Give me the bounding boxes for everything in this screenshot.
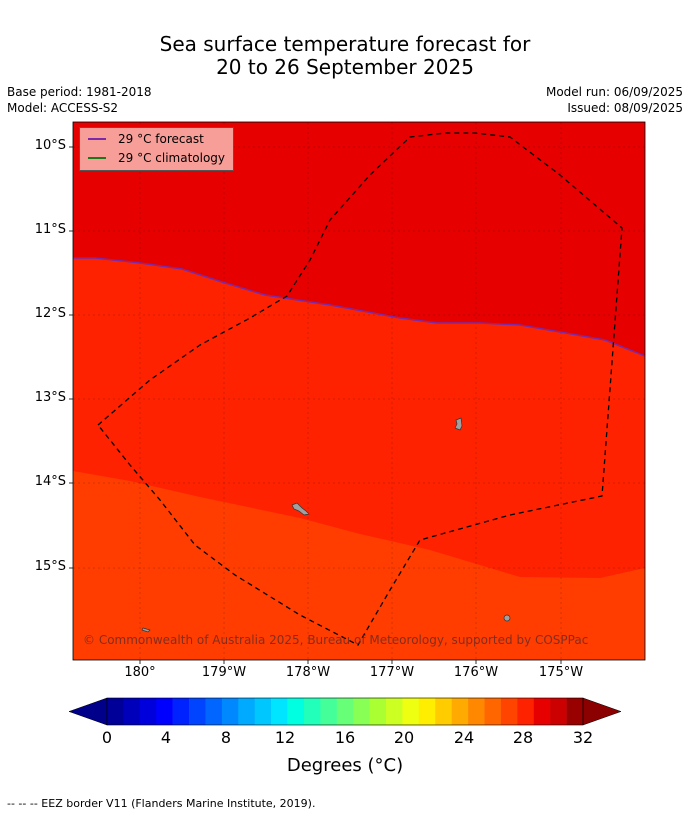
colorbar-bin — [205, 698, 223, 725]
colorbar-bin — [566, 698, 584, 725]
colorbar-outline — [106, 697, 584, 726]
colorbar-bin — [189, 698, 206, 725]
colorbar-bin — [418, 698, 436, 725]
colorbar-bin — [254, 698, 272, 725]
island-south-west — [141, 627, 151, 633]
lon-label: 180° — [124, 665, 156, 680]
colorbar-bin — [172, 698, 190, 725]
lat-label: 12°S — [34, 306, 66, 321]
lon-label: 177°W — [369, 665, 415, 680]
colorbar-bin — [271, 698, 288, 725]
colorbar-bin — [336, 698, 354, 725]
axis-ticks — [69, 146, 562, 664]
island-central — [291, 502, 310, 516]
colorbar-tick: 8 — [220, 728, 232, 747]
issued-date: Issued: 08/09/2025 — [567, 101, 683, 115]
colorbar-bin — [123, 698, 141, 725]
colorbar-high-extension — [582, 697, 622, 726]
colorbar-bin — [517, 698, 535, 725]
colorbar-bin — [107, 698, 124, 725]
lon-label: 179°W — [201, 665, 247, 680]
legend-climatology-label: 29 °C climatology — [118, 151, 226, 165]
base-period: Base period: 1981-2018 — [7, 85, 152, 99]
colorbar-label: Degrees (°C) — [286, 755, 404, 776]
eez-footnote: -- -- -- EEZ border V11 (Flanders Marine… — [7, 797, 316, 810]
zone-28-30 — [73, 258, 645, 578]
forecast-isotherm — [73, 257, 645, 357]
title-line-2: 20 to 26 September 2025 — [216, 55, 474, 79]
island-south-east — [503, 614, 511, 622]
colorbar-tick: 20 — [393, 728, 415, 747]
colorbar-tick: 28 — [512, 728, 534, 747]
lat-label: 10°S — [34, 138, 66, 153]
colorbar-bin — [320, 698, 338, 725]
colorbar-bin — [221, 698, 239, 725]
lat-label: 11°S — [34, 222, 66, 237]
colorbar — [68, 697, 622, 726]
colorbar-bin — [386, 698, 403, 725]
map-legend: 29 °C forecast 29 °C climatology — [79, 127, 234, 171]
colorbar-bin — [402, 698, 420, 725]
lat-label: 13°S — [34, 390, 66, 405]
climatology-swatch — [88, 157, 106, 159]
colorbar-bin — [156, 698, 173, 725]
colorbar-bin — [550, 698, 567, 725]
colorbar-tick: 32 — [572, 728, 594, 747]
colorbar-tick: 0 — [101, 728, 113, 747]
colorbar-low-extension — [68, 697, 108, 726]
map-frame — [72, 121, 646, 661]
colorbar-bin — [533, 698, 551, 725]
colorbar-bin — [353, 698, 370, 725]
lon-label: 178°W — [285, 665, 331, 680]
colorbar-tick: 12 — [274, 728, 296, 747]
colorbar-tick: 24 — [453, 728, 475, 747]
lat-label: 15°S — [34, 559, 66, 574]
colorbar-bin — [484, 698, 502, 725]
colorbar-bin — [369, 698, 387, 725]
island-east — [454, 417, 463, 431]
colorbar-bin — [468, 698, 485, 725]
colorbar-tick: 16 — [334, 728, 356, 747]
legend-forecast: 29 °C forecast — [88, 130, 204, 148]
legend-forecast-label: 29 °C forecast — [118, 132, 204, 146]
model-name: Model: ACCESS-S2 — [7, 101, 119, 115]
islands — [141, 417, 511, 633]
lat-label: 14°S — [34, 474, 66, 489]
colorbar-bin — [287, 698, 305, 725]
title-line-1: Sea surface temperature forecast for — [159, 32, 531, 56]
legend-climatology: 29 °C climatology — [88, 149, 225, 167]
copyright-notice: © Commonwealth of Australia 2025, Bureau… — [83, 633, 589, 647]
lon-label: 176°W — [453, 665, 499, 680]
model-run: Model run: 06/09/2025 — [545, 85, 683, 99]
colorbar-tick: 4 — [160, 728, 172, 747]
colorbar-bin — [303, 698, 321, 725]
colorbar-bin — [238, 698, 256, 725]
lon-label: 175°W — [538, 665, 584, 680]
colorbar-bin — [451, 698, 469, 725]
eez-border — [97, 132, 623, 646]
colorbar-bin — [435, 698, 452, 725]
colorbar-bin — [139, 698, 157, 725]
forecast-swatch — [88, 138, 106, 140]
colorbar-bin — [500, 698, 518, 725]
sst-field — [73, 122, 645, 660]
zone-above-29 — [73, 122, 645, 356]
